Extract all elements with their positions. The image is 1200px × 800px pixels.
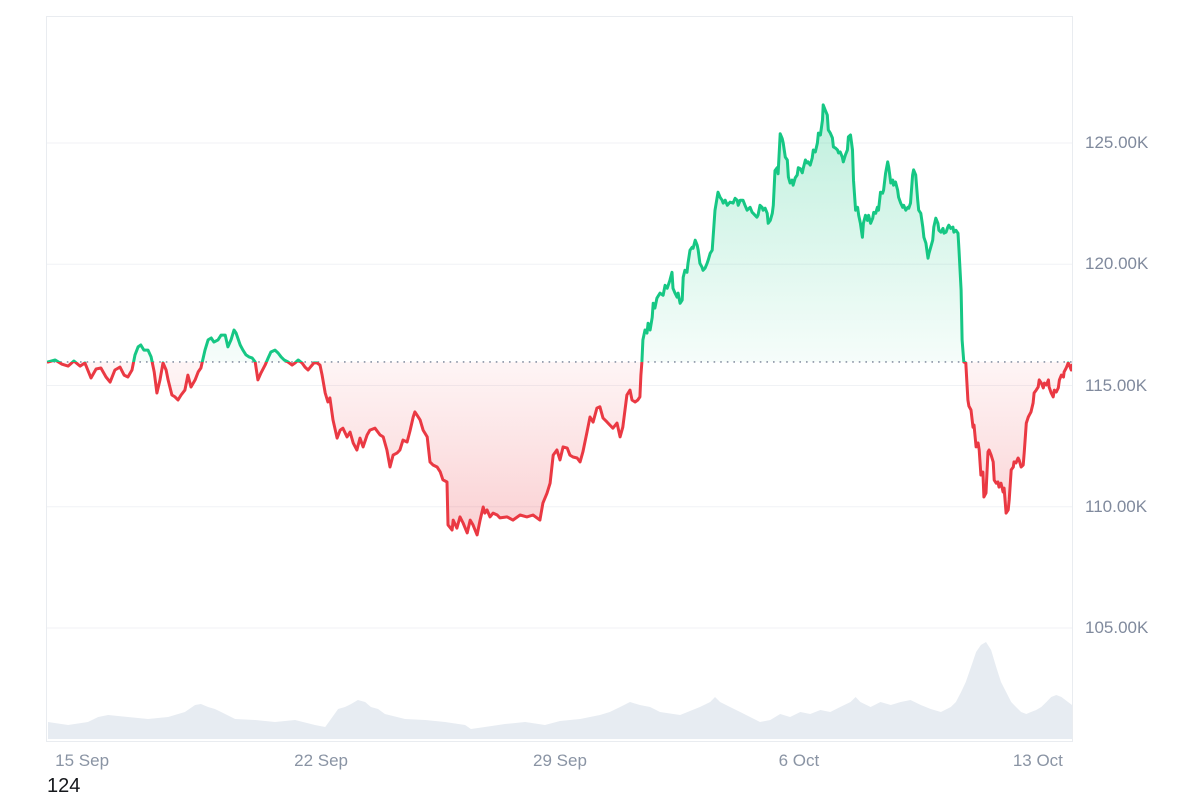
x-axis-tick-6-oct: 6 Oct <box>778 751 820 770</box>
x-axis-tick-13-oct: 13 Oct <box>1012 751 1063 770</box>
y-axis-tick-125: 125.00K <box>1085 133 1149 152</box>
x-axis-tick-29-sep: 29 Sep <box>533 751 587 770</box>
y-axis-tick-115: 115.00K <box>1085 375 1148 395</box>
footnote-text: 124 <box>47 775 81 797</box>
gain-fill <box>48 104 964 362</box>
y-axis-tick-110: 110.00K <box>1085 496 1148 516</box>
price-line-up <box>47 103 1070 362</box>
y-axis-tick-120: 120.00K <box>1085 254 1149 274</box>
price-chart-canvas <box>47 103 1072 739</box>
volume-area <box>48 642 1072 739</box>
x-axis-tick-15-sep: 15 Sep <box>55 751 110 770</box>
loss-fill <box>48 361 1072 535</box>
price-line-down <box>47 361 1072 537</box>
chart-plot-area[interactable] <box>46 16 1073 742</box>
y-axis-tick-105: 105.00K <box>1085 618 1149 637</box>
x-axis-tick-22-sep: 22 Sep <box>294 751 348 770</box>
